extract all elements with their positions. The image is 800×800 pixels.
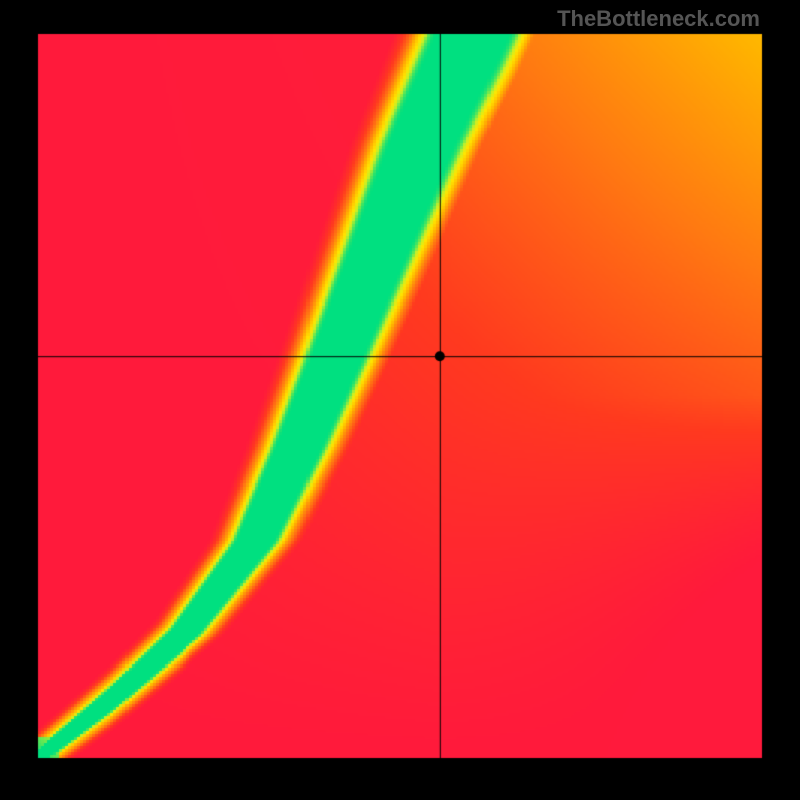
- bottleneck-heatmap: [0, 0, 800, 800]
- chart-container: { "watermark": { "text": "TheBottleneck.…: [0, 0, 800, 800]
- watermark-text: TheBottleneck.com: [557, 6, 760, 32]
